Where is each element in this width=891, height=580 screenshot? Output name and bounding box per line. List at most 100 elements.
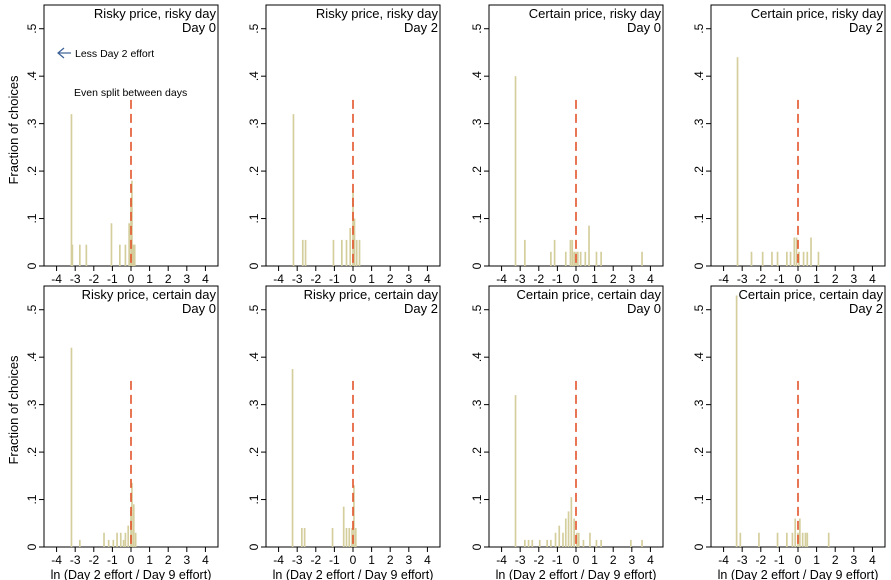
x-axis-label: ln (Day 2 effort / Day 9 effort) (273, 568, 434, 580)
panel-subtitle: Day 2 (849, 301, 883, 316)
y-tick-label: .1 (692, 213, 706, 223)
y-tick-label: .1 (247, 213, 261, 223)
histogram-bar (550, 251, 552, 266)
y-tick-label: 0 (470, 262, 484, 269)
histogram-bar (577, 532, 580, 547)
panel-subtitle: Day 2 (404, 301, 438, 316)
less-effort-arrowhead-icon (57, 47, 65, 59)
x-tick-label: -1 (107, 272, 118, 286)
x-tick-label: -1 (329, 272, 340, 286)
x-tick-label: -1 (329, 553, 340, 567)
y-tick-label: 0 (692, 262, 706, 269)
panel-title: Risky price, risky day (316, 6, 439, 21)
y-tick-label: 0 (25, 262, 39, 269)
histogram-bar (562, 532, 564, 547)
histogram-bar (332, 239, 335, 266)
histogram-bar (514, 395, 517, 547)
y-tick-label: .4 (25, 71, 39, 81)
y-tick-label: .1 (692, 494, 706, 504)
x-tick-label: 4 (869, 553, 876, 567)
x-tick-label: -2 (755, 553, 766, 567)
panel-title: Certain price, risky day (529, 6, 662, 21)
y-tick-label: .1 (25, 494, 39, 504)
histogram-bar (341, 239, 343, 266)
y-tick-label: .3 (247, 118, 261, 128)
x-tick-label: -4 (718, 272, 729, 286)
x-tick-label: 3 (183, 272, 190, 286)
histogram-bar (630, 539, 632, 547)
y-tick-label: .3 (25, 118, 39, 128)
histogram-bar (349, 228, 352, 266)
x-tick-label: 1 (591, 272, 598, 286)
panel-subtitle: Day 0 (182, 20, 216, 35)
histogram-bar (531, 539, 534, 547)
y-tick-label: .2 (247, 447, 261, 457)
histogram-bar (131, 180, 133, 266)
histogram-bar (127, 525, 130, 547)
x-tick-label: 4 (869, 272, 876, 286)
histogram-bar (798, 251, 800, 266)
x-tick-label: -3 (70, 553, 81, 567)
histogram-bar (786, 532, 788, 547)
histogram-bar (358, 239, 361, 266)
x-tick-label: -1 (552, 272, 563, 286)
x-tick-label: 1 (813, 272, 820, 286)
histogram-bar (132, 244, 135, 266)
y-tick-label: .3 (692, 118, 706, 128)
histogram-bar (301, 239, 304, 266)
histogram-bar (119, 532, 122, 547)
panel-title: Risky price, certain day (304, 287, 439, 302)
histogram-bar (546, 539, 548, 547)
histogram-bar (776, 251, 779, 266)
x-tick-label: -1 (552, 553, 563, 567)
x-tick-label: 4 (424, 553, 431, 567)
x-tick-label: -2 (755, 272, 766, 286)
histogram-bar (750, 251, 753, 266)
x-tick-label: -2 (533, 553, 544, 567)
x-tick-label: 3 (850, 272, 857, 286)
x-tick-label: -3 (515, 272, 526, 286)
histogram-bar (589, 532, 591, 547)
x-tick-label: -4 (273, 272, 284, 286)
x-tick-label: -3 (515, 553, 526, 567)
row1-ylabel: Fraction of choices (6, 75, 21, 185)
x-tick-label: 3 (628, 272, 635, 286)
histogram-bar (345, 528, 348, 547)
y-tick-label: .2 (25, 166, 39, 176)
histogram-bar (71, 244, 74, 266)
x-tick-label: -1 (774, 553, 785, 567)
x-tick-label: 0 (795, 272, 802, 286)
x-tick-label: 4 (202, 272, 209, 286)
y-tick-label: .3 (470, 399, 484, 409)
histogram-bar (786, 251, 788, 266)
x-tick-label: 4 (202, 553, 209, 567)
y-tick-label: .4 (247, 352, 261, 362)
y-tick-label: .2 (470, 447, 484, 457)
histogram-bar (70, 347, 73, 547)
histogram-bar (795, 237, 798, 266)
histogram-bar (584, 251, 587, 266)
x-axis-label: ln (Day 2 effort / Day 9 effort) (51, 568, 212, 580)
x-tick-label: 3 (183, 553, 190, 567)
histogram-bar (355, 239, 358, 266)
histogram-bar (576, 532, 578, 547)
x-tick-label: -1 (774, 272, 785, 286)
histogram-bar (119, 244, 121, 266)
y-tick-label: 0 (692, 543, 706, 550)
y-tick-label: 0 (247, 543, 261, 550)
histogram-bar (736, 57, 739, 267)
histogram-bar (514, 76, 517, 266)
x-tick-label: 1 (368, 272, 375, 286)
y-tick-label: .2 (470, 166, 484, 176)
x-tick-label: 0 (350, 272, 357, 286)
histogram-bar (761, 251, 764, 266)
x-tick-label: 2 (610, 272, 617, 286)
histogram-bar (735, 295, 738, 547)
histogram-bar (569, 239, 572, 266)
histogram-bar (771, 251, 773, 266)
y-tick-label: .2 (25, 447, 39, 457)
